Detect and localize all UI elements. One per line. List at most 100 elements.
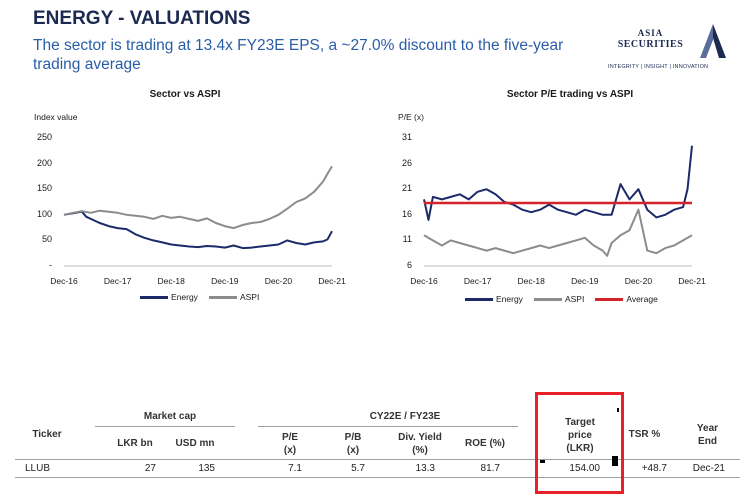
chart-title: Sector vs ASPI [149,89,221,100]
y-tick-label: 100 [36,208,52,219]
header-divider [15,459,740,460]
logo-text-asia: ASIA [637,28,664,38]
legend-item-aspi: ASPI [533,294,585,304]
header-ticker: Ticker [32,429,62,440]
y-tick-label: 200 [36,157,52,168]
market-cap-underline [95,426,235,427]
cell-lkr-bn: 27 [144,463,156,474]
legend-label-energy: Energy [171,292,198,302]
series-line-aspi [63,165,333,230]
cell-usd-mn: 135 [198,463,215,474]
header-year-end: Year End [680,422,735,448]
y-tick-label: 150 [36,183,52,194]
x-tick-label: Dec-19 [211,276,239,286]
y-tick-label: 16 [401,208,412,219]
header-usd-mn: USD mn [175,438,215,449]
header-target-line2: price [568,430,592,441]
cell-target-price: 154.00 [569,463,600,474]
header-div-yield-line1: Div. Yield [398,432,442,443]
chart-plot [63,165,333,267]
y-tick-label: 50 [41,234,52,245]
legend-swatch-aspi [533,297,562,301]
y-tick-label: 250 [36,132,52,142]
cell-pb: 5.7 [351,463,365,474]
page-subtitle: The sector is trading at 13.4x FY23E EPS… [33,37,564,73]
header-pe-line2: (x) [283,445,297,456]
y-tick-label: 6 [406,260,412,270]
x-tick-label: Dec-19 [571,276,599,286]
header-pb: P/B (x) [323,431,383,457]
header-div-yield-line2: (%) [412,445,428,456]
header-div-yield: Div. Yield (%) [385,431,455,457]
cell-pe: 7.1 [288,463,302,474]
cell-year-end: Dec-21 [692,463,725,474]
header-year-end-line1: Year [696,423,719,434]
cell-roe: 81.7 [480,463,500,474]
header-cy22e-fy23e: CY22E / FY23E [369,411,441,422]
logo-text-securities: SECURITIES [617,39,684,50]
series-line-energy [63,210,333,250]
cy-underline [258,426,518,427]
legend-swatch-energy [465,297,493,301]
header-target-line1: Target [565,417,595,428]
x-tick-label: Dec-17 [463,276,492,286]
header-lkr-bn: LKR bn [117,438,153,449]
asia-securities-logo: ASIA SECURITIES INTEGRITY | INSIGHT | IN… [608,22,743,74]
header-pb-line2: (x) [346,445,360,456]
legend-swatch-average [595,297,624,301]
y-axis-label: Index value [34,112,78,122]
header-pb-line1: P/B [344,432,362,443]
selection-handle-right[interactable] [612,456,618,466]
x-tick-label: Dec-18 [517,276,545,286]
series-line-aspi [423,208,693,257]
y-tick-label: 31 [401,132,412,142]
x-tick-label: Dec-18 [157,276,185,286]
legend-label-aspi: ASPI [564,294,585,304]
selection-handle-left[interactable] [540,460,545,463]
y-tick-label: - [49,260,52,270]
target-price-highlight-box [535,392,624,494]
series-line-energy [423,145,693,221]
legend-label-average: Average [626,294,658,304]
x-tick-label: Dec-21 [678,276,706,286]
chart-legend: Energy ASPI [140,292,265,302]
x-tick-label: Dec-16 [50,276,78,286]
header-target-price: Target price (LKR) [545,416,615,455]
header-pe-line1: P/E [281,432,299,443]
header-market-cap: Market cap [143,411,197,422]
x-tick-label: Dec-16 [410,276,438,286]
y-tick-label: 26 [401,157,412,168]
cell-tsr: +48.7 [641,463,667,474]
x-tick-label: Dec-17 [103,276,132,286]
legend-swatch-aspi [208,295,237,299]
header-year-end-line2: End [698,436,717,447]
cell-div-yield: 13.3 [415,463,435,474]
chart-legend: Energy ASPI Average [465,294,664,304]
chart-title: Sector P/E trading vs ASPI [506,89,634,100]
y-axis-label: P/E (x) [398,112,424,122]
header-roe: ROE (%) [465,438,505,449]
legend-item-energy: Energy [465,294,523,304]
logo-tagline: INTEGRITY | INSIGHT | INNOVATION [608,64,709,70]
header-target-line3: (LKR) [566,443,594,454]
header-pe: P/E (x) [260,431,320,457]
cell-ticker: LLUB [25,463,51,474]
y-tick-label: 11 [402,234,412,245]
legend-item-aspi: ASPI [208,292,260,302]
selection-handle-top-right[interactable] [617,408,619,412]
x-tick-label: Dec-21 [318,276,346,286]
x-tick-label: Dec-20 [264,276,293,286]
page-title: ENERGY - VALUATIONS [33,8,251,29]
legend-label-aspi: ASPI [239,292,260,302]
x-tick-label: Dec-20 [624,276,653,286]
row-divider [15,477,740,478]
legend-swatch-energy [140,295,168,299]
header-tsr: TSR % [628,429,661,440]
legend-item-average: Average [595,294,658,304]
chart-sector-pe-vs-aspi: Sector P/E trading vs ASPI P/E (x) Energ… [370,84,751,314]
y-tick-label: 21 [401,183,412,194]
legend-item-energy: Energy [140,292,198,302]
logo-mark-icon [700,24,726,58]
chart-sector-vs-aspi: Sector vs ASPI Index value Energy ASPI 2… [0,84,370,314]
chart-plot [423,145,693,267]
